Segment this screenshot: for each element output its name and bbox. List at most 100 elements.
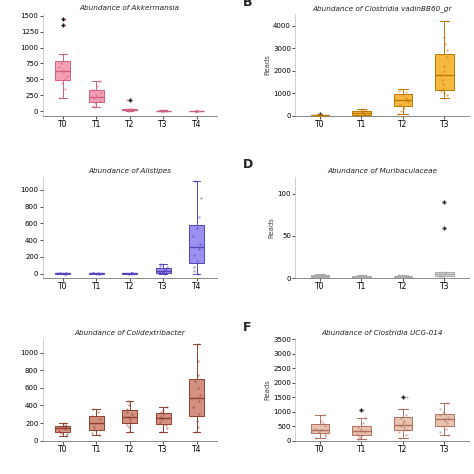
- Title: Abundance of Colidextribacter: Abundance of Colidextribacter: [74, 330, 185, 336]
- Point: [158, 416, 166, 423]
- Point: [195, 213, 203, 220]
- Point: [57, 60, 64, 67]
- Point: [440, 90, 448, 97]
- PathPatch shape: [352, 111, 371, 115]
- Point: [441, 40, 448, 47]
- Point: [89, 405, 97, 413]
- Point: [444, 46, 451, 54]
- Point: [400, 104, 408, 112]
- Point: [159, 406, 167, 414]
- Point: [361, 274, 369, 282]
- Point: [397, 273, 404, 281]
- Point: [395, 110, 402, 118]
- Point: [320, 273, 328, 281]
- Point: [441, 270, 448, 278]
- Point: [125, 270, 132, 277]
- PathPatch shape: [435, 54, 454, 90]
- Point: [61, 85, 69, 93]
- PathPatch shape: [55, 426, 70, 432]
- Point: [193, 108, 201, 115]
- Point: [436, 411, 444, 419]
- PathPatch shape: [393, 276, 412, 277]
- Point: [128, 270, 136, 277]
- Point: [158, 409, 165, 416]
- Point: [440, 94, 448, 101]
- Point: [156, 262, 164, 270]
- Point: [395, 271, 402, 279]
- Point: [361, 272, 368, 280]
- Point: [397, 108, 405, 115]
- Point: [440, 63, 447, 70]
- Point: [353, 112, 360, 119]
- Point: [60, 270, 68, 277]
- PathPatch shape: [310, 424, 329, 433]
- Y-axis label: Reads: Reads: [264, 55, 270, 75]
- Point: [440, 415, 448, 423]
- Point: [159, 410, 166, 418]
- Point: [126, 107, 134, 115]
- Point: [321, 432, 328, 439]
- Point: [125, 270, 133, 277]
- Point: [189, 232, 197, 240]
- Point: [440, 269, 447, 276]
- Point: [316, 428, 323, 436]
- Point: [436, 274, 443, 282]
- Point: [397, 422, 405, 429]
- Point: [319, 112, 326, 119]
- Point: [162, 107, 170, 114]
- Point: [193, 224, 201, 231]
- Point: [398, 405, 406, 413]
- Point: [191, 377, 199, 384]
- Point: [441, 198, 449, 206]
- Point: [62, 270, 70, 277]
- Point: [357, 112, 365, 119]
- Point: [441, 417, 448, 425]
- Point: [358, 271, 366, 279]
- Point: [361, 414, 368, 421]
- Point: [191, 178, 199, 185]
- Point: [437, 272, 445, 280]
- Point: [403, 393, 410, 401]
- Point: [397, 85, 405, 92]
- Point: [399, 419, 407, 427]
- Point: [158, 107, 165, 114]
- Point: [126, 105, 133, 112]
- Point: [321, 422, 328, 430]
- Point: [89, 86, 96, 93]
- Title: Abundance of Clostridia vadinBB60_gr: Abundance of Clostridia vadinBB60_gr: [312, 5, 452, 12]
- PathPatch shape: [89, 91, 104, 102]
- Point: [93, 82, 101, 90]
- Point: [158, 107, 166, 115]
- Point: [125, 397, 133, 405]
- Point: [192, 428, 200, 436]
- Point: [191, 107, 199, 115]
- Point: [159, 269, 166, 277]
- Point: [60, 21, 68, 29]
- Point: [192, 107, 200, 114]
- Point: [399, 91, 406, 99]
- Point: [128, 270, 136, 277]
- Point: [63, 424, 70, 431]
- Point: [360, 110, 367, 118]
- Point: [96, 97, 103, 105]
- Point: [59, 69, 67, 77]
- Point: [91, 104, 99, 111]
- Point: [95, 431, 103, 439]
- Point: [125, 424, 133, 431]
- Point: [126, 106, 134, 114]
- Point: [128, 106, 136, 113]
- Point: [321, 430, 328, 438]
- Point: [62, 421, 70, 428]
- Point: [162, 270, 169, 277]
- Point: [438, 76, 446, 83]
- PathPatch shape: [122, 109, 137, 110]
- Point: [163, 425, 170, 432]
- PathPatch shape: [55, 61, 70, 80]
- Point: [444, 431, 452, 439]
- Point: [436, 405, 444, 413]
- Point: [62, 425, 69, 433]
- Point: [126, 419, 134, 426]
- Point: [439, 85, 447, 92]
- Point: [55, 427, 63, 435]
- Point: [94, 409, 101, 416]
